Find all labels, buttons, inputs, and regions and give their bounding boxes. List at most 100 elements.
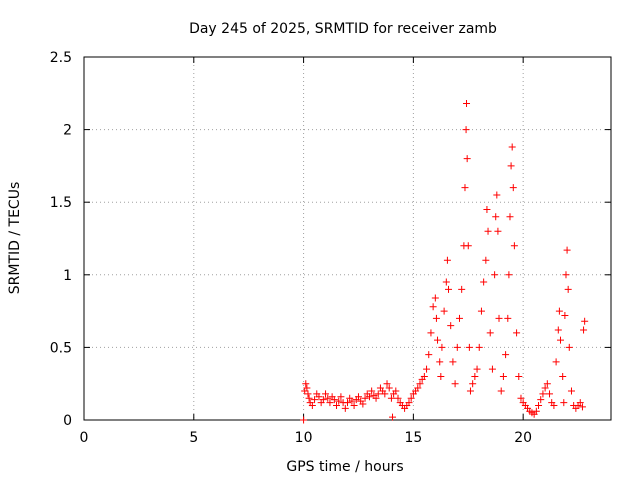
x-axis-label: GPS time / hours (286, 459, 403, 475)
data-point-0-12 (319, 396, 327, 404)
y-tick-label-0: 0 (63, 413, 72, 429)
y-tick-labels: 0 0.5 1 1.5 2 2.5 (50, 50, 72, 429)
data-point-0-81 (461, 184, 469, 192)
plot-frame (83, 56, 612, 421)
data-point-0-31 (361, 394, 369, 402)
data-point-0-100 (492, 213, 500, 221)
data-point-0-46 (392, 387, 400, 395)
data-point-0-10 (315, 393, 323, 401)
data-point-0-97 (486, 329, 494, 337)
data-point-0-113 (510, 242, 518, 250)
data-point-0-129 (546, 390, 554, 398)
x-tick-label-0: 0 (80, 430, 89, 446)
data-point-0-40 (381, 390, 389, 398)
x-tick-labels: 0 5 10 15 20 (80, 430, 533, 446)
data-point-0-26 (350, 401, 358, 409)
y-axis-label: SRMTID / TECUs (7, 182, 23, 295)
data-point-0-82 (462, 126, 470, 134)
data-point-0-47 (394, 394, 402, 402)
data-point-0-17 (330, 396, 338, 404)
data-point-0-69 (438, 343, 446, 351)
y-tick-label-3: 1.5 (50, 195, 72, 211)
data-point-0-78 (455, 314, 463, 322)
data-point-0-75 (449, 358, 457, 366)
data-point-0-92 (477, 307, 485, 315)
data-point-0-7 (308, 401, 316, 409)
data-point-0-86 (465, 343, 473, 351)
grid-lines (84, 57, 611, 420)
data-point-0-98 (488, 365, 496, 373)
data-point-0-4 (304, 390, 312, 398)
data-point-0-124 (535, 401, 543, 409)
data-point-0-23 (344, 399, 351, 407)
data-point-0-53 (407, 394, 415, 402)
data-point-0-30 (359, 400, 367, 408)
data-point-0-150 (581, 317, 589, 325)
data-point-0-125 (537, 396, 545, 404)
data-point-0-133 (554, 326, 562, 334)
data-point-0-105 (499, 372, 507, 380)
data-point-0-93 (480, 278, 488, 286)
data-point-0-89 (471, 372, 479, 380)
data-point-0-128 (543, 380, 551, 388)
data-point-0-85 (464, 242, 472, 250)
data-point-0-115 (515, 372, 523, 380)
y-tick-label-2: 1 (63, 268, 72, 284)
data-point-0-131 (550, 401, 558, 409)
data-point-0-132 (552, 358, 560, 366)
data-point-0-140 (563, 246, 571, 254)
data-point-0-91 (475, 343, 483, 351)
x-tick-label-1: 5 (189, 430, 198, 446)
data-point-0-101 (493, 191, 501, 199)
data-point-0-137 (560, 399, 568, 407)
data-point-0-2 (302, 380, 310, 388)
data-point-0-28 (354, 393, 362, 401)
data-point-0-83 (463, 99, 471, 107)
x-tick-label-4: 20 (514, 430, 532, 446)
data-point-0-73 (445, 285, 453, 293)
data-point-0-5 (305, 394, 313, 402)
data-point-0-22 (341, 404, 349, 412)
data-point-0-72 (443, 256, 451, 264)
data-points (300, 99, 589, 424)
chart-title: Day 245 of 2025, SRMTID for receiver zam… (189, 21, 497, 37)
data-point-0-134 (555, 307, 563, 315)
data-point-0-148 (578, 403, 586, 411)
data-point-0-0 (300, 416, 308, 424)
data-point-0-65 (432, 314, 440, 322)
data-point-0-34 (368, 387, 376, 395)
data-point-0-96 (484, 227, 492, 235)
data-point-0-43 (387, 394, 395, 402)
y-tick-label-5: 2.5 (50, 50, 72, 66)
data-point-0-36 (372, 394, 380, 402)
data-point-0-57 (416, 380, 424, 388)
data-point-0-111 (508, 143, 516, 151)
data-point-0-52 (405, 399, 413, 407)
data-point-0-94 (482, 256, 490, 264)
data-point-0-37 (374, 390, 382, 398)
data-point-0-79 (458, 285, 466, 293)
data-point-0-13 (322, 390, 330, 398)
data-point-0-71 (442, 278, 450, 286)
data-point-0-87 (466, 387, 474, 395)
data-point-0-88 (469, 380, 477, 388)
data-point-0-25 (348, 397, 356, 405)
data-point-0-123 (532, 407, 540, 415)
data-point-0-61 (425, 351, 433, 359)
data-point-0-67 (436, 358, 444, 366)
data-point-0-149 (580, 326, 588, 334)
data-point-0-19 (335, 397, 343, 405)
data-point-0-135 (556, 336, 564, 344)
x-tick-label-2: 10 (295, 430, 313, 446)
data-point-0-90 (473, 365, 481, 373)
data-point-0-42 (385, 384, 393, 392)
data-point-0-126 (539, 390, 547, 398)
y-tick-label-1: 0.5 (50, 340, 72, 356)
data-point-0-77 (453, 343, 461, 351)
data-point-0-18 (333, 401, 341, 409)
x-tick-label-3: 15 (404, 430, 422, 446)
data-point-0-95 (483, 205, 491, 213)
data-point-0-139 (562, 271, 570, 279)
data-point-0-14 (324, 394, 332, 402)
